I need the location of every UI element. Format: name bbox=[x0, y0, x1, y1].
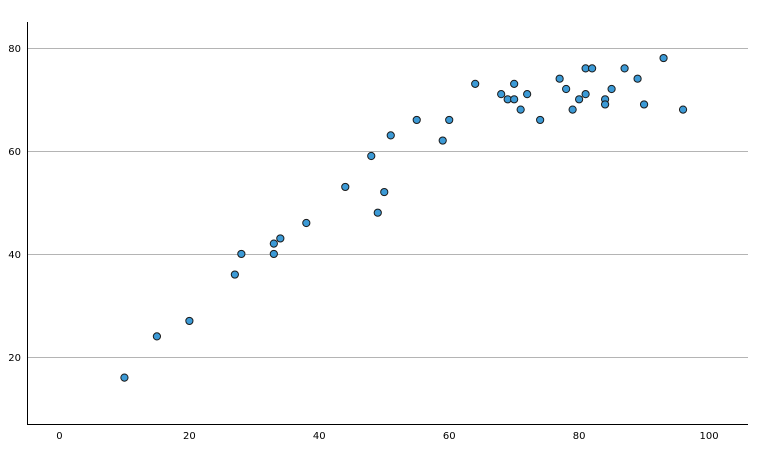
x-tick-label: 100 bbox=[699, 431, 718, 442]
x-tick-label: 80 bbox=[573, 431, 586, 442]
data-point bbox=[588, 64, 597, 73]
data-point bbox=[269, 239, 278, 248]
data-point bbox=[607, 84, 616, 94]
data-point bbox=[575, 95, 584, 104]
x-tick-label: 60 bbox=[443, 431, 456, 442]
data-point bbox=[639, 100, 649, 109]
data-point bbox=[445, 115, 454, 125]
data-point bbox=[302, 218, 311, 228]
data-point bbox=[523, 90, 532, 99]
data-point bbox=[380, 187, 389, 197]
x-tick-label: 40 bbox=[313, 431, 326, 442]
data-point bbox=[386, 131, 395, 140]
data-point bbox=[536, 115, 545, 125]
data-point bbox=[568, 105, 577, 114]
data-point bbox=[510, 79, 519, 88]
data-point bbox=[341, 182, 350, 192]
data-point bbox=[373, 208, 382, 217]
x-tick-label: 20 bbox=[183, 431, 196, 442]
data-point bbox=[620, 64, 629, 73]
data-point bbox=[269, 249, 278, 259]
data-point bbox=[633, 74, 642, 83]
data-point bbox=[601, 100, 610, 109]
data-point bbox=[510, 95, 519, 104]
data-point bbox=[185, 316, 194, 326]
data-point bbox=[471, 79, 480, 88]
tick-labels: 20 40 60 80 0 20 40 60 80 100 bbox=[8, 44, 718, 442]
y-tick-label: 80 bbox=[8, 44, 21, 55]
x-tick-label: 0 bbox=[56, 431, 62, 442]
data-point bbox=[678, 105, 688, 114]
y-tick-label: 20 bbox=[8, 353, 21, 364]
data-point bbox=[438, 136, 447, 145]
data-point bbox=[659, 53, 668, 63]
data-point bbox=[555, 74, 564, 83]
data-point bbox=[581, 90, 590, 99]
data-point bbox=[230, 270, 239, 279]
data-point bbox=[562, 84, 571, 94]
data-point bbox=[276, 234, 285, 243]
data-point bbox=[152, 332, 162, 341]
y-tick-label: 60 bbox=[8, 147, 21, 158]
gridlines bbox=[27, 48, 748, 358]
data-point bbox=[237, 249, 246, 259]
data-point bbox=[120, 373, 129, 382]
data-point bbox=[497, 90, 506, 99]
data-point bbox=[516, 105, 525, 114]
y-tick-label: 40 bbox=[8, 250, 21, 261]
axes bbox=[27, 22, 748, 425]
data-point bbox=[367, 151, 376, 161]
data-point bbox=[412, 115, 421, 125]
data-points bbox=[120, 53, 688, 382]
